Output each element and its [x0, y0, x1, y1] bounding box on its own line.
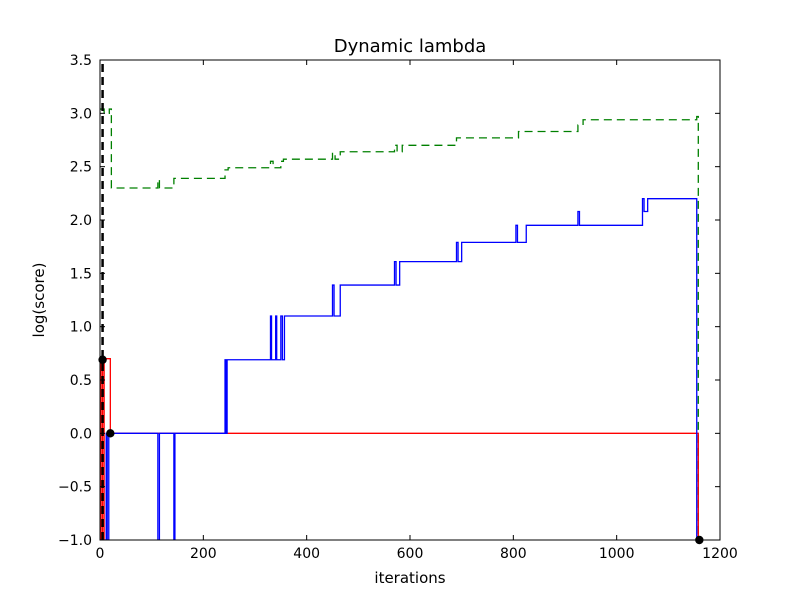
x-tick-label: 600 [397, 546, 424, 562]
marker-point-1 [106, 429, 115, 438]
plot-area [100, 60, 720, 540]
y-tick-label: 3.0 [70, 106, 92, 122]
y-tick-label: 2.5 [70, 160, 92, 176]
y-tick-label: 1.5 [70, 266, 92, 282]
y-tick-label: 2.0 [70, 213, 92, 229]
x-tick-label: 1000 [599, 546, 635, 562]
x-tick-label: 1200 [702, 546, 738, 562]
x-axis-label: iterations [374, 569, 445, 587]
y-axis-label: log(score) [30, 263, 48, 338]
y-tick-label: 0.5 [70, 373, 92, 389]
y-tick-label: −1.0 [58, 533, 92, 549]
x-tick-label: 200 [190, 546, 217, 562]
y-tick-label: 1.0 [70, 320, 92, 336]
y-tick-label: 0.0 [70, 426, 92, 442]
x-tick-label: 0 [96, 546, 105, 562]
y-tick-label: −0.5 [58, 480, 92, 496]
x-tick-label: 800 [500, 546, 527, 562]
y-tick-label: 3.5 [70, 53, 92, 69]
chart-title: Dynamic lambda [334, 36, 487, 57]
plot-series-group [100, 60, 700, 540]
x-tick-label: 400 [293, 546, 320, 562]
series-line-0 [100, 108, 699, 540]
series-line-1 [100, 358, 700, 540]
series-line-2 [100, 198, 700, 540]
